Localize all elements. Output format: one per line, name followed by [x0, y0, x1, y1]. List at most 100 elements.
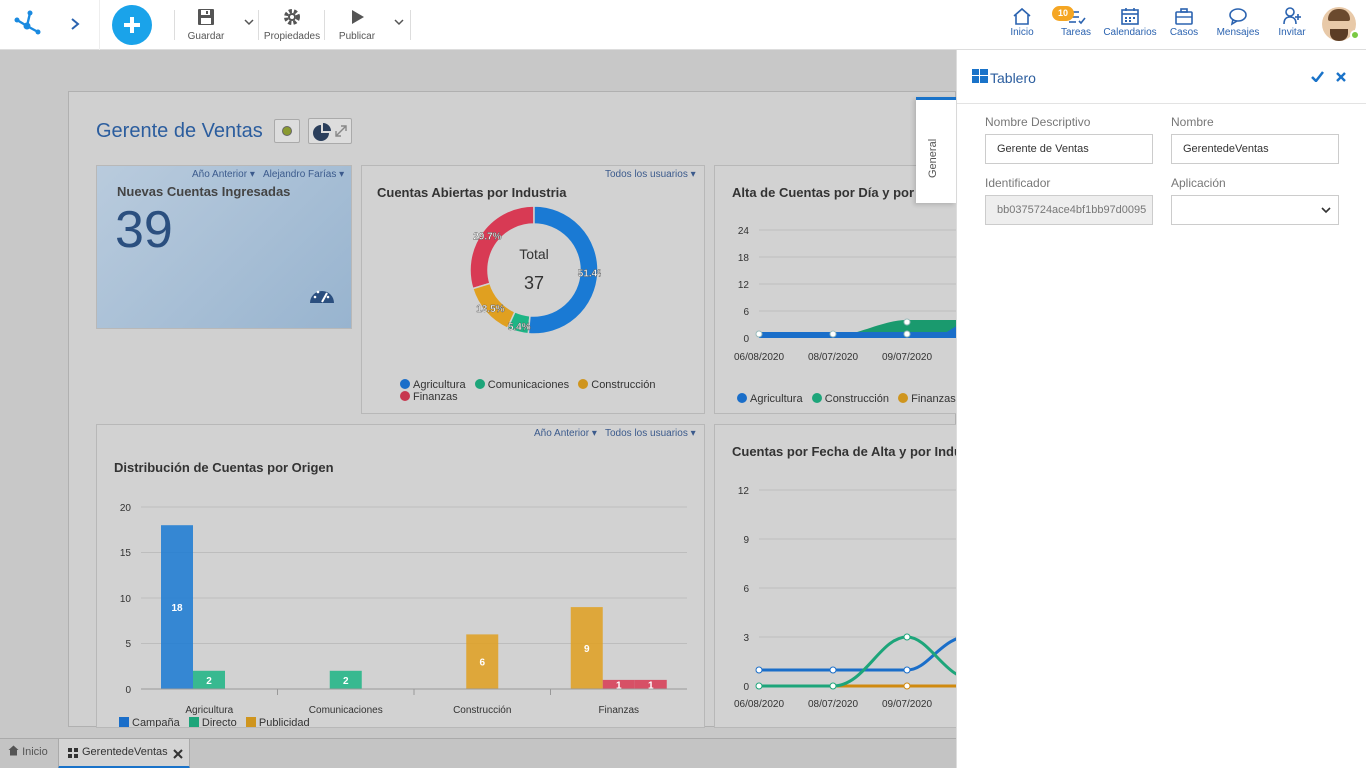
legend-item[interactable]: Agricultura: [400, 379, 466, 391]
donut-slice-construcción[interactable]: [471, 282, 516, 330]
bar-value-label: 18: [171, 603, 183, 614]
kpi-user-filter[interactable]: Alejandro Farías ▾: [263, 169, 345, 180]
bar-finanzas[interactable]: [570, 607, 603, 689]
status-button[interactable]: [274, 119, 300, 143]
status-dot-icon: [282, 126, 292, 136]
expand-icon: [335, 125, 347, 137]
chevron-down-icon[interactable]: [244, 18, 254, 26]
bar-finanzas[interactable]: [634, 679, 667, 689]
donut-slice-agricultura[interactable]: [527, 205, 599, 335]
legend-swatch: [188, 717, 199, 727]
line-chart: 12 9 6 3 0 06/08/2020 08/07/2020 09/07/2…: [734, 486, 973, 710]
tab-home[interactable]: Inicio: [8, 745, 48, 758]
legend-label: Agricultura: [413, 379, 466, 391]
x-tick: 06/08/2020: [734, 699, 784, 710]
bar-construcción[interactable]: [466, 634, 499, 689]
line-chart-title: Cuentas por Fecha de Alta y por Indus: [732, 444, 970, 459]
bar-comunicaciones[interactable]: [329, 670, 362, 689]
area-agricultura: [759, 332, 973, 338]
data-point: [903, 330, 911, 338]
chevron-right-icon[interactable]: [70, 17, 80, 31]
y-tick: 3: [743, 633, 749, 644]
play-icon: [352, 10, 364, 24]
avatar-beard: [1330, 29, 1348, 41]
y-tick: 12: [738, 486, 750, 497]
legend-item[interactable]: Agricultura: [737, 393, 803, 405]
legend-swatch: [474, 379, 485, 389]
bar-value-label: 2: [343, 676, 349, 687]
dashboard-icon: [68, 748, 78, 758]
close-icon[interactable]: [1336, 72, 1346, 82]
add-button[interactable]: [112, 5, 152, 45]
x-tick: Agricultura: [185, 705, 233, 716]
line-chart-panel: Cuentas por Fecha de Alta y por Indus 12…: [714, 424, 974, 728]
add-user-icon: [1283, 7, 1301, 25]
legend-swatch: [737, 393, 747, 403]
publish-button[interactable]: Publicar: [334, 8, 380, 42]
legend-item[interactable]: Directo: [188, 717, 237, 727]
nav-invite[interactable]: Invitar: [1274, 6, 1310, 38]
legend-item[interactable]: Finanzas: [400, 391, 458, 403]
kpi-panel: Año Anterior ▾ Alejandro Farías ▾ Nuevas…: [96, 165, 352, 329]
data-point: [755, 682, 763, 690]
bar-user-label: Todos los usuarios: [605, 428, 688, 439]
kpi-user-label: Alejandro Farías: [263, 169, 337, 180]
nav-messages[interactable]: Mensajes: [1214, 6, 1262, 38]
tab-general[interactable]: General: [916, 97, 956, 203]
line-agricultura: [759, 633, 973, 672]
nav-calendars-label: Calendarios: [1103, 27, 1157, 38]
legend-label: Comunicaciones: [487, 379, 570, 391]
bar-period-label: Año Anterior: [534, 428, 590, 439]
name-field[interactable]: GerentedeVentas: [1171, 134, 1339, 164]
kpi-value: 39: [115, 201, 173, 259]
chart-mode-button[interactable]: [308, 118, 352, 144]
close-icon[interactable]: [173, 749, 183, 759]
x-tick: 09/07/2020: [882, 352, 932, 363]
application-select[interactable]: [1171, 195, 1339, 225]
confirm-check-icon[interactable]: [1311, 71, 1324, 82]
legend-item[interactable]: Comunicaciones: [474, 379, 570, 391]
legend-swatch: [245, 717, 256, 727]
data-point: [755, 666, 763, 674]
bar-agricultura[interactable]: [161, 525, 193, 689]
chat-bubble-icon: [1229, 8, 1247, 26]
legend-item[interactable]: Construcción: [811, 393, 889, 405]
dashboard-title: Gerente de Ventas: [96, 120, 263, 142]
y-tick: 5: [125, 639, 131, 650]
kpi-period-filter[interactable]: Año Anterior ▾: [192, 169, 255, 180]
bar-agricultura[interactable]: [193, 670, 225, 689]
descriptive-name-label: Nombre Descriptivo: [985, 115, 1091, 129]
bar-user-filter[interactable]: Todos los usuarios ▾: [605, 428, 696, 439]
nav-home[interactable]: Inicio: [1004, 6, 1040, 38]
x-tick: 08/07/2020: [808, 699, 858, 710]
area-chart-title: Alta de Cuentas por Día y por I: [732, 185, 922, 200]
donut-slice-comunicaciones[interactable]: [506, 310, 531, 335]
dashboard-canvas: Gerente de Ventas Año Anterior ▾ Alejand…: [68, 91, 974, 728]
area-chart: 24 18 12 6 0 06/08/2020 08/07/2020 09/07…: [734, 226, 973, 363]
plus-icon: [124, 17, 140, 33]
pie-chart-icon: [313, 123, 331, 141]
nav-tasks-label: Tareas: [1060, 27, 1091, 38]
legend-label: Campaña: [132, 717, 180, 728]
descriptive-name-field[interactable]: Gerente de Ventas: [985, 134, 1153, 164]
bar-period-filter[interactable]: Año Anterior ▾: [534, 428, 597, 439]
save-button[interactable]: Guardar: [184, 8, 228, 42]
legend-label: Publicidad: [258, 717, 310, 728]
logo-icon[interactable]: [12, 10, 42, 38]
chevron-down-icon[interactable]: [394, 18, 404, 26]
tab-current-dashboard[interactable]: GerentedeVentas: [58, 739, 190, 768]
properties-button[interactable]: Propiedades: [262, 8, 322, 42]
nav-calendars[interactable]: Calendarios: [1102, 6, 1158, 38]
bar-finanzas[interactable]: [602, 679, 635, 689]
data-point: [903, 682, 911, 690]
legend-item[interactable]: Publicidad: [245, 717, 310, 728]
name-label: Nombre: [1171, 115, 1214, 129]
legend-item[interactable]: Finanzas: [898, 393, 956, 405]
nav-cases[interactable]: Casos: [1166, 6, 1202, 38]
legend-item[interactable]: Campaña: [119, 717, 180, 728]
legend-item[interactable]: Construcción: [578, 379, 655, 391]
donut-user-filter[interactable]: Todos los usuarios ▾: [605, 169, 696, 180]
legend-label: Agricultura: [750, 393, 803, 405]
divider: [324, 10, 325, 40]
save-label: Guardar: [187, 31, 225, 42]
